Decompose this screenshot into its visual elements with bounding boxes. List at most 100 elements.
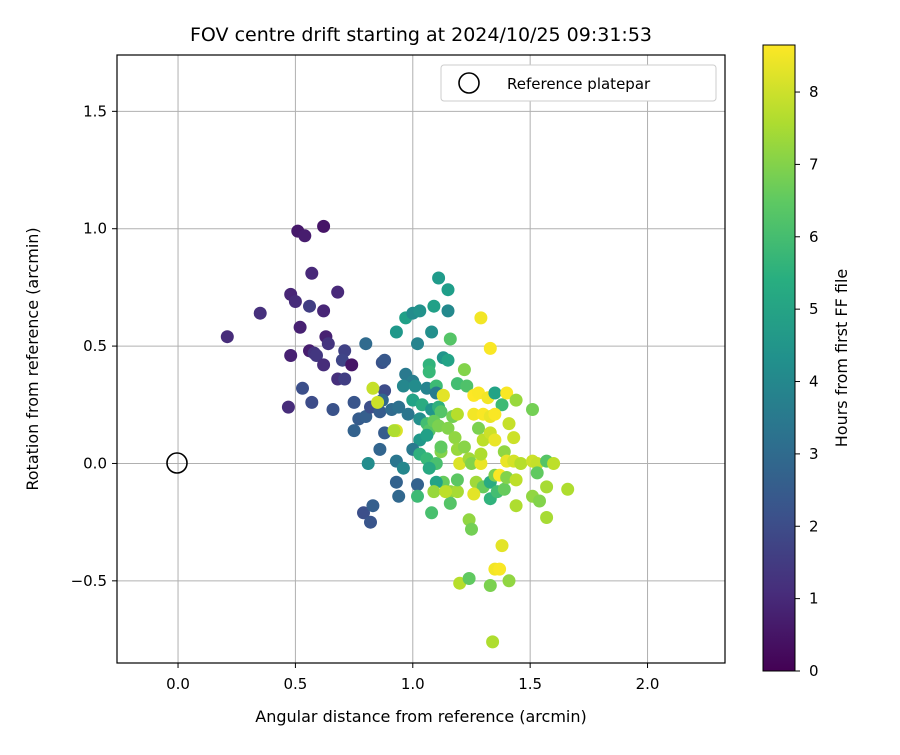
data-point <box>474 311 488 325</box>
colorbar-tick-label: 4 <box>809 373 819 391</box>
data-point <box>387 424 401 438</box>
colorbar-tick-label: 8 <box>809 83 819 101</box>
data-point <box>488 433 502 447</box>
colorbar-label: Hours from first FF file <box>832 269 851 448</box>
data-point <box>413 304 427 318</box>
data-point <box>547 457 561 470</box>
data-point <box>345 358 359 372</box>
colorbar-tick-label: 3 <box>809 445 819 463</box>
data-point <box>303 299 316 313</box>
data-point <box>373 442 387 456</box>
colorbar-tick-label: 7 <box>809 155 819 173</box>
data-point <box>509 499 523 513</box>
y-tick-label: 1.5 <box>83 102 107 120</box>
data-point <box>293 320 307 334</box>
colorbar-tick-label: 0 <box>809 662 819 680</box>
colorbar-tick-label: 5 <box>809 300 819 318</box>
reference-platepar-marker <box>166 452 188 474</box>
data-point <box>443 332 457 346</box>
data-point <box>500 386 514 400</box>
data-point <box>488 386 502 400</box>
data-point <box>530 466 544 480</box>
data-point <box>338 372 352 386</box>
data-point <box>509 473 523 487</box>
x-tick-label: 2.0 <box>636 675 660 693</box>
legend-box <box>440 64 717 102</box>
colorbar-tick-label: 1 <box>809 590 819 608</box>
data-point <box>310 349 323 362</box>
data-point <box>465 522 478 536</box>
data-point <box>495 398 509 412</box>
colorbar-tick-label: 2 <box>809 517 819 535</box>
data-point <box>441 304 455 318</box>
data-point <box>432 271 446 285</box>
data-point <box>378 353 392 367</box>
data-point <box>392 489 406 503</box>
data-point <box>434 440 448 454</box>
plot-frame <box>116 54 726 664</box>
data-point <box>371 395 385 409</box>
data-point <box>357 506 370 520</box>
grid-lines <box>117 55 725 663</box>
data-point <box>439 485 453 499</box>
data-point <box>441 421 455 435</box>
data-point <box>396 379 410 393</box>
data-point <box>425 325 439 339</box>
x-tick-label: 1.5 <box>518 675 542 693</box>
data-point <box>483 341 497 355</box>
colorbar: 0 1 2 3 4 5 6 7 8 Hours from first FF file <box>762 44 851 680</box>
data-point <box>422 365 436 379</box>
data-point <box>364 515 377 529</box>
data-point <box>509 393 523 407</box>
data-point <box>288 295 302 308</box>
data-point <box>457 440 471 454</box>
data-point <box>502 417 516 431</box>
data-point <box>467 487 481 501</box>
data-point <box>427 299 441 313</box>
data-point <box>331 285 345 299</box>
data-point <box>540 480 554 494</box>
y-tick-label: 0.5 <box>83 337 107 355</box>
data-point <box>305 395 319 409</box>
data-point <box>253 306 267 320</box>
x-tick-label: 0.0 <box>166 675 190 693</box>
data-point <box>284 349 298 362</box>
data-point <box>502 574 516 588</box>
x-axis-ticks: 0.0 0.5 1.0 1.5 2.0 <box>166 663 659 693</box>
data-points <box>220 219 575 649</box>
data-point <box>317 304 331 318</box>
x-tick-label: 0.5 <box>283 675 307 693</box>
data-point <box>493 562 507 576</box>
data-point <box>321 337 335 351</box>
y-axis-ticks: −0.5 0.0 0.5 1.0 1.5 <box>71 102 117 590</box>
colorbar-tick-label: 6 <box>809 228 819 246</box>
data-point <box>366 381 380 395</box>
legend-entry-reference-platepar: Reference platepar <box>507 75 651 93</box>
data-point <box>507 431 521 445</box>
data-point <box>411 489 424 503</box>
x-tick-label: 1.0 <box>401 675 425 693</box>
data-point <box>317 219 331 233</box>
data-point <box>436 388 450 402</box>
data-point <box>448 431 462 445</box>
data-point <box>450 485 464 499</box>
data-point <box>425 506 439 520</box>
data-point <box>443 496 457 510</box>
data-point <box>467 407 481 421</box>
data-point <box>488 407 502 421</box>
data-point <box>441 283 455 297</box>
data-point <box>450 407 464 421</box>
x-axis-label: Angular distance from reference (arcmin) <box>255 707 586 726</box>
data-point <box>474 447 488 461</box>
data-point <box>540 511 554 524</box>
data-point <box>317 358 331 372</box>
data-point <box>326 403 340 416</box>
y-tick-label: 0.0 <box>83 454 107 472</box>
data-point <box>408 379 422 393</box>
data-point <box>497 482 511 496</box>
legend: Reference platepar <box>440 64 717 102</box>
data-point <box>457 363 471 377</box>
data-point <box>427 485 441 499</box>
colorbar-ticks: 0 1 2 3 4 5 6 7 8 <box>795 83 819 680</box>
y-tick-label: 1.0 <box>83 220 107 238</box>
